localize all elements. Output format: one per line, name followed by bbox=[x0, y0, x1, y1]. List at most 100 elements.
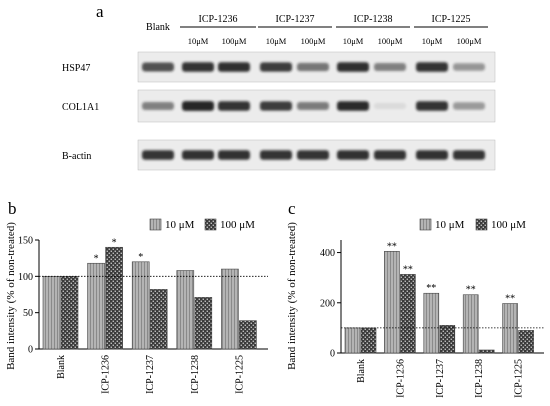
x-tick-label: ICP-1237 bbox=[145, 355, 156, 394]
band bbox=[142, 102, 174, 110]
panel-b-label: b bbox=[8, 199, 17, 218]
significance-mark: * bbox=[94, 253, 99, 264]
row-label: COL1A1 bbox=[62, 102, 99, 113]
x-tick-label: ICP-1237 bbox=[435, 359, 446, 398]
bar-100uM bbox=[105, 246, 123, 350]
y-tick-label: 0 bbox=[330, 349, 335, 360]
bar-10uM bbox=[384, 251, 400, 354]
x-tick-label: ICP-1225 bbox=[514, 359, 525, 398]
concentration-label: 100μM bbox=[457, 36, 482, 46]
bar-100uM bbox=[400, 274, 416, 354]
x-tick-label: ICP-1236 bbox=[101, 355, 112, 394]
bar-100uM bbox=[439, 325, 456, 354]
band bbox=[416, 101, 448, 111]
band bbox=[218, 101, 250, 111]
concentration-label: 100μM bbox=[378, 36, 403, 46]
band bbox=[416, 150, 448, 160]
significance-mark: * bbox=[138, 252, 143, 263]
concentration-label: 10μM bbox=[266, 36, 287, 46]
band bbox=[142, 150, 174, 160]
row-label: HSP47 bbox=[62, 63, 90, 74]
concentration-label: 10μM bbox=[422, 36, 443, 46]
bar-10uM bbox=[131, 261, 150, 350]
band bbox=[297, 62, 329, 72]
y-tick-label: 0 bbox=[28, 345, 33, 356]
x-tick-label: ICP-1238 bbox=[190, 355, 201, 394]
concentration-label: 100μM bbox=[301, 36, 326, 46]
bar-10uM bbox=[423, 292, 440, 354]
legend-swatch bbox=[204, 218, 217, 231]
band bbox=[374, 102, 406, 110]
band bbox=[374, 150, 406, 160]
legend-label: 10 μM bbox=[165, 219, 195, 231]
bar-100uM bbox=[239, 320, 257, 350]
band bbox=[218, 62, 250, 72]
band bbox=[374, 63, 406, 71]
bar-10uM bbox=[221, 268, 239, 350]
blot-blank-label: Blank bbox=[146, 22, 170, 33]
legend-swatch bbox=[475, 218, 488, 231]
blot-group-headers: ICP-1236 10μM 100μM ICP-1237 10μM 100μM ICP-12… bbox=[180, 14, 488, 46]
concentration-label: 10μM bbox=[188, 36, 209, 46]
x-tick-label: Blank bbox=[56, 355, 67, 379]
significance-mark: * bbox=[112, 237, 117, 248]
plot-area: 0 50 100 150 Blank * * ICP-1236 * ICP-1237 ICP-123… bbox=[18, 236, 268, 394]
band bbox=[260, 101, 292, 111]
bar-10uM bbox=[176, 270, 195, 350]
bar-chart-c: c Band intensity (% of non-treated) 10 μ… bbox=[286, 199, 544, 398]
band bbox=[453, 102, 485, 110]
significance-mark: ** bbox=[403, 264, 413, 275]
band bbox=[142, 62, 174, 72]
band bbox=[453, 150, 485, 160]
row-label: Β-actin bbox=[62, 151, 91, 162]
significance-mark: ** bbox=[387, 241, 397, 252]
western-blot-panel: a Blank ICP-1236 10μM 100μM ICP-1237 10μM 100… bbox=[62, 2, 496, 171]
band bbox=[260, 62, 292, 72]
bar-100uM bbox=[60, 276, 79, 350]
concentration-label: 10μM bbox=[343, 36, 364, 46]
bar-100uM bbox=[360, 327, 377, 354]
x-tick-label: ICP-1225 bbox=[234, 355, 245, 394]
band bbox=[416, 62, 448, 72]
group-header: ICP-1236 bbox=[199, 14, 238, 25]
panel-a-label: a bbox=[96, 2, 104, 21]
band bbox=[297, 101, 329, 111]
blot-rows: HSP47 COL1A1 Β-actin bbox=[62, 51, 496, 171]
group-header: ICP-1238 bbox=[354, 14, 393, 25]
panel-c-label: c bbox=[288, 199, 296, 218]
y-axis-label: Band intensity (% of non-treated) bbox=[286, 222, 298, 370]
bar-100uM bbox=[194, 297, 213, 350]
band bbox=[182, 150, 214, 160]
legend-swatch bbox=[419, 218, 432, 231]
bar-100uM bbox=[518, 330, 534, 354]
y-axis-label: Band intensity (% of non-treated) bbox=[5, 222, 17, 370]
bar-chart-b: b Band intensity (% of non-treated) 10 μ… bbox=[5, 199, 268, 394]
bar-10uM bbox=[344, 327, 361, 354]
band bbox=[337, 150, 369, 160]
significance-mark: ** bbox=[426, 283, 436, 294]
x-tick-label: ICP-1236 bbox=[395, 359, 406, 398]
concentration-label: 100μM bbox=[222, 36, 247, 46]
bar-100uM bbox=[478, 349, 495, 354]
y-tick-label: 50 bbox=[23, 308, 33, 319]
significance-mark: ** bbox=[505, 294, 515, 305]
y-tick-label: 100 bbox=[18, 272, 33, 283]
y-tick-label: 200 bbox=[320, 298, 335, 309]
band bbox=[218, 150, 250, 160]
y-tick-label: 150 bbox=[18, 236, 33, 247]
bar-10uM bbox=[462, 294, 479, 354]
band bbox=[337, 101, 369, 111]
y-tick-label: 400 bbox=[320, 248, 335, 259]
legend: 10 μM 100 μM bbox=[419, 218, 526, 231]
band bbox=[453, 63, 485, 71]
plot-area: 0 200 400 Blank ** ** ICP-1236 ** ICP-1237 ** ICP-… bbox=[320, 240, 544, 398]
x-tick-label: Blank bbox=[356, 359, 367, 383]
legend-label: 100 μM bbox=[220, 219, 255, 231]
x-tick-label: ICP-1238 bbox=[474, 359, 485, 398]
legend-swatch bbox=[149, 218, 162, 231]
bar-100uM bbox=[149, 289, 168, 350]
group-header: ICP-1225 bbox=[432, 14, 471, 25]
band bbox=[297, 150, 329, 160]
significance-mark: ** bbox=[466, 285, 476, 296]
